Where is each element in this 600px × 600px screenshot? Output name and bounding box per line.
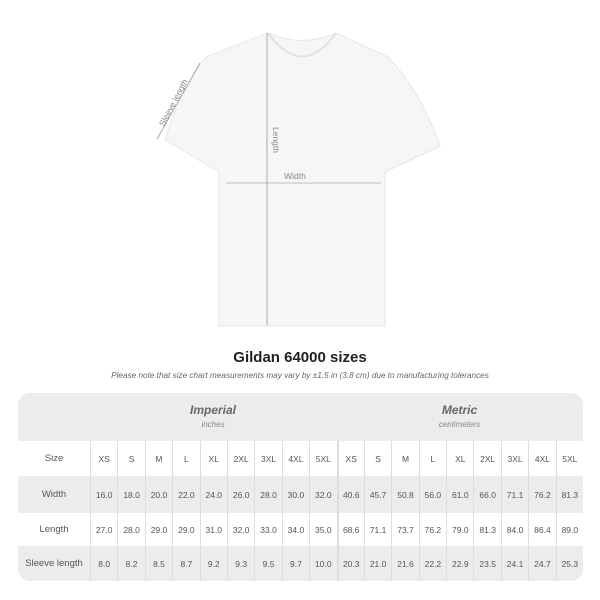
metric-cell: S [363,441,391,476]
imperial-cell: 30.0 [281,476,309,513]
imperial-cell: S [117,441,144,476]
metric-cell: 56.0 [418,476,446,513]
metric-header: Metric centimeters [336,393,583,441]
table-row: Sleeve length 8.0 8.2 8.5 8.7 9.2 9.3 9.5 9.7 10.… [18,546,583,581]
metric-cell: 68.6 [336,513,364,546]
metric-cell: 24.1 [500,546,528,581]
imperial-cell: 3XL [254,441,281,476]
width-label: Width [284,171,306,181]
imperial-cell: 27.0 [90,513,117,546]
metric-cell: 71.1 [363,513,391,546]
imperial-cell: 8.0 [90,546,117,581]
metric-cell: 21.0 [363,546,391,581]
row-label: Size [44,453,64,464]
metric-cell: 3XL [500,441,528,476]
metric-cell: 25.3 [555,546,583,581]
metric-cell: 40.6 [336,476,364,513]
metric-unit: centimeters [438,420,481,429]
metric-cell: 81.3 [555,476,583,513]
metric-cell: XL [446,441,473,476]
size-table: Imperial inches Metric centimeters Size X… [18,393,583,581]
imperial-cell: 29.0 [172,513,199,546]
imperial-cell: L [172,441,199,476]
imperial-cell: 5XL [309,441,336,476]
imperial-cell: 35.0 [309,513,336,546]
table-row: Width 16.0 18.0 20.0 22.0 24.0 26.0 28.0 30.0 32.… [18,476,583,513]
length-label: Length [271,127,281,153]
imperial-cell: 9.2 [199,546,227,581]
metric-cell: 76.2 [528,476,555,513]
metric-cell: 73.7 [391,513,418,546]
imperial-cell: 9.3 [226,546,254,581]
row-label: Sleeve length [25,558,83,569]
imperial-cell: 31.0 [199,513,227,546]
imperial-cell: 9.7 [281,546,309,581]
imperial-cell: 10.0 [309,546,336,581]
imperial-cell: 8.7 [172,546,199,581]
imperial-cell: 34.0 [281,513,309,546]
tshirt-image [164,32,441,327]
imperial-cell: 20.0 [144,476,172,513]
row-label: Width [41,489,67,500]
imperial-cell: 16.0 [90,476,117,513]
sleeve-arrow [156,62,201,140]
imperial-cell: 28.0 [117,513,144,546]
imperial-cell: 18.0 [117,476,144,513]
metric-cell: 89.0 [555,513,583,546]
collar [267,32,337,58]
metric-cell: 23.5 [473,546,500,581]
metric-cell: 71.1 [500,476,528,513]
metric-title: Metric [441,403,478,417]
metric-cell: L [418,441,446,476]
table-row: Length 27.0 28.0 29.0 29.0 31.0 32.0 33.0 34.0 35… [18,513,583,546]
metric-cell: XS [336,441,364,476]
chart-title: Gildan 64000 sizes [233,349,367,366]
metric-cell: M [391,441,418,476]
metric-cell: 21.6 [391,546,418,581]
imperial-cell: 4XL [281,441,309,476]
metric-cell: 24.7 [528,546,555,581]
imperial-header: Imperial inches [90,393,336,441]
imperial-cell: XL [199,441,227,476]
imperial-cell: 33.0 [254,513,281,546]
imperial-cell: 32.0 [226,513,254,546]
imperial-cell: XS [90,441,117,476]
metric-cell: 2XL [473,441,500,476]
imperial-unit: inches [201,420,225,429]
metric-cell: 76.2 [418,513,446,546]
metric-cell: 20.3 [336,546,364,581]
imperial-cell: 24.0 [199,476,227,513]
imperial-cell: 22.0 [172,476,199,513]
row-label: Length [39,524,69,535]
metric-cell: 61.0 [446,476,473,513]
imperial-cell: M [144,441,172,476]
metric-cell: 5XL [555,441,583,476]
metric-cell: 45.7 [363,476,391,513]
metric-cell: 84.0 [500,513,528,546]
metric-cell: 81.3 [473,513,500,546]
metric-cell: 4XL [528,441,555,476]
imperial-cell: 9.5 [254,546,281,581]
tshirt-diagram: Sleeve length Length Width [156,32,441,327]
imperial-cell: 8.2 [117,546,144,581]
metric-cell: 50.8 [391,476,418,513]
imperial-cell: 29.0 [144,513,172,546]
metric-cell: 79.0 [446,513,473,546]
metric-cell: 22.9 [446,546,473,581]
imperial-cell: 32.0 [309,476,336,513]
table-row: Size XS S M L XL 2XL 3XL 4XL 5XL XS S M L XL 2XL 3XL 4XL 5… [18,441,583,476]
metric-cell: 22.2 [418,546,446,581]
chart-subtitle: Please note that size chart measurements… [111,371,489,380]
imperial-cell: 26.0 [226,476,254,513]
imperial-cell: 2XL [226,441,254,476]
imperial-cell: 8.5 [144,546,172,581]
imperial-cell: 28.0 [254,476,281,513]
imperial-title: Imperial [189,403,237,417]
metric-cell: 86.4 [528,513,555,546]
metric-cell: 66.0 [473,476,500,513]
